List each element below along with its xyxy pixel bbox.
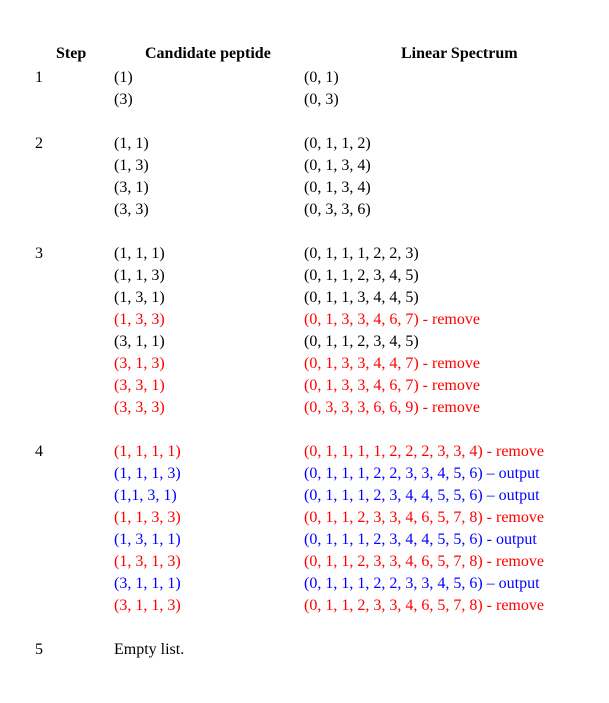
table-row: (3, 1, 1, 1) (0, 1, 1, 1, 2, 2, 3, 3, 4, … xyxy=(0,573,609,595)
table-row: (1,1, 3, 1) (0, 1, 1, 1, 2, 3, 4, 4, 5, 5… xyxy=(0,485,609,507)
candidate-peptide: (1,1, 3, 1) xyxy=(114,487,177,504)
linear-spectrum: (0, 1, 3, 4) xyxy=(304,157,371,174)
linear-spectrum: (0, 1, 1, 2) xyxy=(304,135,371,152)
linear-spectrum: (0, 1) xyxy=(304,69,339,86)
header-candidate-peptide: Candidate peptide xyxy=(145,45,271,62)
candidate-peptide: (3, 3, 1) xyxy=(114,377,165,394)
table-row: (1, 3) (0, 1, 3, 4) xyxy=(0,155,609,177)
table-row: (1, 1, 3) (0, 1, 1, 2, 3, 4, 5) xyxy=(0,265,609,287)
candidate-peptide: (1, 1, 1) xyxy=(114,245,165,262)
candidate-peptide: (1, 3, 1, 1) xyxy=(114,531,181,548)
table-row: 3 (1, 1, 1) (0, 1, 1, 1, 2, 2, 3) xyxy=(0,243,609,265)
linear-spectrum: (0, 1, 1, 1, 1, 2, 2, 2, 3, 3, 4) - remo… xyxy=(304,443,544,460)
table-row: (1, 3, 1, 1) (0, 1, 1, 1, 2, 3, 4, 4, 5, … xyxy=(0,529,609,551)
linear-spectrum: (0, 1, 1, 3, 4, 4, 5) xyxy=(304,289,419,306)
linear-spectrum: (0, 1, 1, 1, 2, 3, 4, 4, 5, 5, 6) - outp… xyxy=(304,531,537,548)
candidate-peptide: (1, 1) xyxy=(114,135,149,152)
linear-spectrum: (0, 1, 3, 3, 4, 4, 7) - remove xyxy=(304,355,480,372)
candidate-peptide: (1) xyxy=(114,69,133,86)
table-row: 4 (1, 1, 1, 1) (0, 1, 1, 1, 1, 2, 2, 2, 3,… xyxy=(0,441,609,463)
linear-spectrum: (0, 1, 3, 3, 4, 6, 7) - remove xyxy=(304,377,480,394)
candidate-peptide: (1, 1, 3, 3) xyxy=(114,509,181,526)
candidate-peptide: (1, 1, 3) xyxy=(114,267,165,284)
header-step: Step xyxy=(56,45,87,62)
table-row: (3, 3, 3) (0, 3, 3, 3, 6, 6, 9) - remove xyxy=(0,397,609,419)
candidate-peptide: (3, 1, 1, 1) xyxy=(114,575,181,592)
header-linear-spectrum: Linear Spectrum xyxy=(401,45,518,62)
linear-spectrum: (0, 1, 1, 1, 2, 2, 3, 3, 4, 5, 6) – outp… xyxy=(304,465,540,482)
table-row: 5 Empty list. xyxy=(0,639,609,661)
table-row: (1, 3, 3) (0, 1, 3, 3, 4, 6, 7) - remove xyxy=(0,309,609,331)
candidate-peptide: (3, 3) xyxy=(114,201,149,218)
candidate-peptide: (1, 1, 1, 1) xyxy=(114,443,181,460)
candidate-peptide: (1, 1, 1, 3) xyxy=(114,465,181,482)
candidate-peptide: (3, 1, 3) xyxy=(114,355,165,372)
table-row: (3, 1, 1, 3) (0, 1, 1, 2, 3, 3, 4, 6, 5, … xyxy=(0,595,609,617)
table-row: 2 (1, 1) (0, 1, 1, 2) xyxy=(0,133,609,155)
step-number: 1 xyxy=(35,69,43,86)
candidate-peptide: (1, 3, 3) xyxy=(114,311,165,328)
linear-spectrum: (0, 1, 1, 1, 2, 3, 4, 4, 5, 5, 6) – outp… xyxy=(304,487,540,504)
candidate-peptide: (1, 3, 1) xyxy=(114,289,165,306)
linear-spectrum: (0, 1, 1, 1, 2, 2, 3, 3, 4, 5, 6) – outp… xyxy=(304,575,540,592)
linear-spectrum: (0, 3, 3, 3, 6, 6, 9) - remove xyxy=(304,399,480,416)
step-number: 4 xyxy=(35,443,43,460)
linear-spectrum: (0, 1, 1, 2, 3, 3, 4, 6, 5, 7, 8) - remo… xyxy=(304,509,544,526)
step-number: 2 xyxy=(35,135,43,152)
table-header: Step Candidate peptide Linear Spectrum xyxy=(0,45,609,67)
step-group-2: 2 (1, 1) (0, 1, 1, 2) (1, 3) (0, 1, 3, 4) (3,… xyxy=(0,133,609,221)
table-row: (3, 1, 1) (0, 1, 1, 2, 3, 4, 5) xyxy=(0,331,609,353)
table-row: (3, 1, 3) (0, 1, 3, 3, 4, 4, 7) - remove xyxy=(0,353,609,375)
table-row: (3, 1) (0, 1, 3, 4) xyxy=(0,177,609,199)
linear-spectrum: (0, 1, 3, 3, 4, 6, 7) - remove xyxy=(304,311,480,328)
step-group-5: 5 Empty list. xyxy=(0,639,609,661)
candidate-peptide: (3, 1, 1) xyxy=(114,333,165,350)
table-row: (3) (0, 3) xyxy=(0,89,609,111)
linear-spectrum: (0, 1, 1, 1, 2, 2, 3) xyxy=(304,245,419,262)
linear-spectrum: (0, 1, 1, 2, 3, 4, 5) xyxy=(304,333,419,350)
linear-spectrum: (0, 1, 1, 2, 3, 3, 4, 6, 5, 7, 8) - remo… xyxy=(304,597,544,614)
step-group-1: 1 (1) (0, 1) (3) (0, 3) xyxy=(0,67,609,111)
linear-spectrum: (0, 1, 3, 4) xyxy=(304,179,371,196)
step-group-4: 4 (1, 1, 1, 1) (0, 1, 1, 1, 1, 2, 2, 2, 3,… xyxy=(0,441,609,617)
table-row: (1, 1, 3, 3) (0, 1, 1, 2, 3, 3, 4, 6, 5, … xyxy=(0,507,609,529)
candidate-peptide: (3, 1, 1, 3) xyxy=(114,597,181,614)
candidate-peptide: Empty list. xyxy=(114,641,185,658)
candidate-peptide: (1, 3) xyxy=(114,157,149,174)
candidate-peptide: (1, 3, 1, 3) xyxy=(114,553,181,570)
candidate-peptide: (3, 1) xyxy=(114,179,149,196)
table-row: (3, 3) (0, 3, 3, 6) xyxy=(0,199,609,221)
linear-spectrum: (0, 3, 3, 6) xyxy=(304,201,371,218)
linear-spectrum: (0, 1, 1, 2, 3, 3, 4, 6, 5, 7, 8) - remo… xyxy=(304,553,544,570)
candidate-peptide: (3) xyxy=(114,91,133,108)
table-row: (1, 3, 1) (0, 1, 1, 3, 4, 4, 5) xyxy=(0,287,609,309)
step-number: 3 xyxy=(35,245,43,262)
linear-spectrum: (0, 1, 1, 2, 3, 4, 5) xyxy=(304,267,419,284)
table-row: (1, 3, 1, 3) (0, 1, 1, 2, 3, 3, 4, 6, 5, … xyxy=(0,551,609,573)
table-body: 1 (1) (0, 1) (3) (0, 3) 2 (1, 1) (0, 1, 1, 2) (1… xyxy=(0,67,609,683)
step-group-3: 3 (1, 1, 1) (0, 1, 1, 1, 2, 2, 3) (1, 1, 3)… xyxy=(0,243,609,419)
linear-spectrum: (0, 3) xyxy=(304,91,339,108)
step-number: 5 xyxy=(35,641,43,658)
table-row: 1 (1) (0, 1) xyxy=(0,67,609,89)
candidate-peptide: (3, 3, 3) xyxy=(114,399,165,416)
table-row: (3, 3, 1) (0, 1, 3, 3, 4, 6, 7) - remove xyxy=(0,375,609,397)
table-row: (1, 1, 1, 3) (0, 1, 1, 1, 2, 2, 3, 3, 4, … xyxy=(0,463,609,485)
